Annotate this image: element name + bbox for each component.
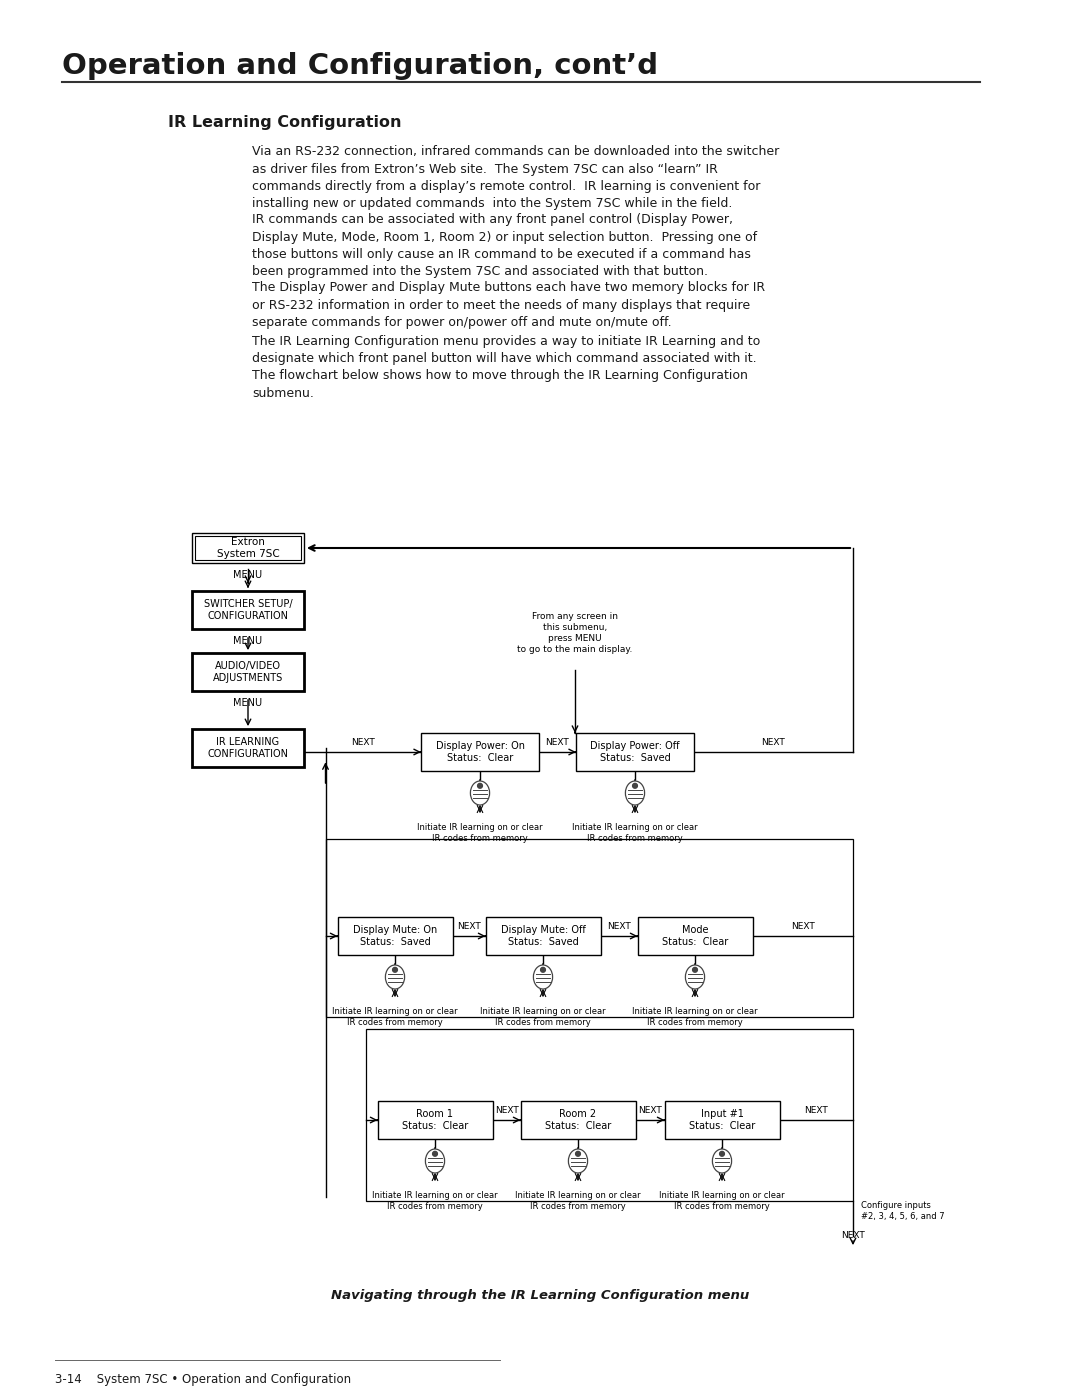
Text: Initiate IR learning on or clear
IR codes from memory: Initiate IR learning on or clear IR code… <box>333 1007 458 1027</box>
Text: IR commands can be associated with any front panel control (Display Power,
Displ: IR commands can be associated with any f… <box>252 212 757 278</box>
FancyBboxPatch shape <box>486 916 600 956</box>
Circle shape <box>719 1151 725 1157</box>
Text: 3-14    System 7SC • Operation and Configuration: 3-14 System 7SC • Operation and Configur… <box>55 1373 351 1386</box>
Text: Initiate IR learning on or clear
IR codes from memory: Initiate IR learning on or clear IR code… <box>659 1192 785 1211</box>
Text: Display Power: Off
Status:  Saved: Display Power: Off Status: Saved <box>591 740 679 763</box>
Text: Room 1
Status:  Clear: Room 1 Status: Clear <box>402 1109 468 1132</box>
Text: Room 2
Status:  Clear: Room 2 Status: Clear <box>545 1109 611 1132</box>
Text: NEXT: NEXT <box>638 1106 662 1115</box>
FancyBboxPatch shape <box>378 1101 492 1139</box>
Text: The IR Learning Configuration menu provides a way to initiate IR Learning and to: The IR Learning Configuration menu provi… <box>252 334 760 400</box>
FancyBboxPatch shape <box>192 591 303 629</box>
Circle shape <box>477 784 483 788</box>
Text: Initiate IR learning on or clear
IR codes from memory: Initiate IR learning on or clear IR code… <box>481 1007 606 1027</box>
Text: Display Mute: Off
Status:  Saved: Display Mute: Off Status: Saved <box>501 925 585 947</box>
Text: SWITCHER SETUP/
CONFIGURATION: SWITCHER SETUP/ CONFIGURATION <box>204 599 293 622</box>
FancyBboxPatch shape <box>192 729 303 767</box>
Text: Via an RS-232 connection, infrared commands can be downloaded into the switcher
: Via an RS-232 connection, infrared comma… <box>252 145 780 211</box>
Text: Initiate IR learning on or clear
IR codes from memory: Initiate IR learning on or clear IR code… <box>417 823 543 844</box>
Text: MENU: MENU <box>233 636 262 645</box>
Ellipse shape <box>386 965 405 989</box>
Text: NEXT: NEXT <box>805 1106 828 1115</box>
Text: MENU: MENU <box>233 698 262 708</box>
Text: Display Mute: On
Status:  Saved: Display Mute: On Status: Saved <box>353 925 437 947</box>
Text: Mode
Status:  Clear: Mode Status: Clear <box>662 925 728 947</box>
Text: Initiate IR learning on or clear
IR codes from memory: Initiate IR learning on or clear IR code… <box>373 1192 498 1211</box>
Text: Initiate IR learning on or clear
IR codes from memory: Initiate IR learning on or clear IR code… <box>572 823 698 844</box>
Ellipse shape <box>686 965 704 989</box>
Text: MENU: MENU <box>233 570 262 580</box>
Text: NEXT: NEXT <box>545 738 569 747</box>
Text: IR LEARNING
CONFIGURATION: IR LEARNING CONFIGURATION <box>207 736 288 759</box>
FancyBboxPatch shape <box>337 916 453 956</box>
Text: AUDIO/VIDEO
ADJUSTMENTS: AUDIO/VIDEO ADJUSTMENTS <box>213 661 283 683</box>
Text: NEXT: NEXT <box>351 738 375 747</box>
Text: From any screen in
this submenu,
press MENU
to go to the main display.: From any screen in this submenu, press M… <box>517 612 633 654</box>
Text: Operation and Configuration, cont’d: Operation and Configuration, cont’d <box>62 52 658 80</box>
Text: Initiate IR learning on or clear
IR codes from memory: Initiate IR learning on or clear IR code… <box>515 1192 640 1211</box>
Circle shape <box>433 1151 437 1157</box>
Text: IR Learning Configuration: IR Learning Configuration <box>168 115 402 130</box>
FancyBboxPatch shape <box>192 652 303 692</box>
Ellipse shape <box>625 781 645 805</box>
Text: NEXT: NEXT <box>791 922 814 930</box>
Text: Configure inputs
#2, 3, 4, 5, 6, and 7: Configure inputs #2, 3, 4, 5, 6, and 7 <box>861 1201 945 1221</box>
Circle shape <box>692 967 698 972</box>
FancyBboxPatch shape <box>521 1101 635 1139</box>
Text: NEXT: NEXT <box>761 738 785 747</box>
Circle shape <box>633 784 637 788</box>
FancyBboxPatch shape <box>576 733 694 771</box>
Ellipse shape <box>471 781 489 805</box>
FancyBboxPatch shape <box>637 916 753 956</box>
FancyBboxPatch shape <box>664 1101 780 1139</box>
Text: Extron
System 7SC: Extron System 7SC <box>217 536 280 559</box>
Ellipse shape <box>713 1148 731 1173</box>
FancyBboxPatch shape <box>192 534 303 563</box>
Text: Input #1
Status:  Clear: Input #1 Status: Clear <box>689 1109 755 1132</box>
FancyBboxPatch shape <box>421 733 539 771</box>
Circle shape <box>541 967 545 972</box>
Text: The Display Power and Display Mute buttons each have two memory blocks for IR
or: The Display Power and Display Mute butto… <box>252 281 765 330</box>
Circle shape <box>576 1151 580 1157</box>
Text: NEXT: NEXT <box>607 922 631 930</box>
Text: Initiate IR learning on or clear
IR codes from memory: Initiate IR learning on or clear IR code… <box>632 1007 758 1027</box>
Text: Navigating through the IR Learning Configuration menu: Navigating through the IR Learning Confi… <box>330 1288 750 1302</box>
Ellipse shape <box>534 965 553 989</box>
Text: NEXT: NEXT <box>495 1106 518 1115</box>
Text: NEXT: NEXT <box>841 1231 865 1241</box>
Text: NEXT: NEXT <box>457 922 481 930</box>
Circle shape <box>393 967 397 972</box>
Text: Display Power: On
Status:  Clear: Display Power: On Status: Clear <box>435 740 525 763</box>
Ellipse shape <box>426 1148 445 1173</box>
Ellipse shape <box>568 1148 588 1173</box>
